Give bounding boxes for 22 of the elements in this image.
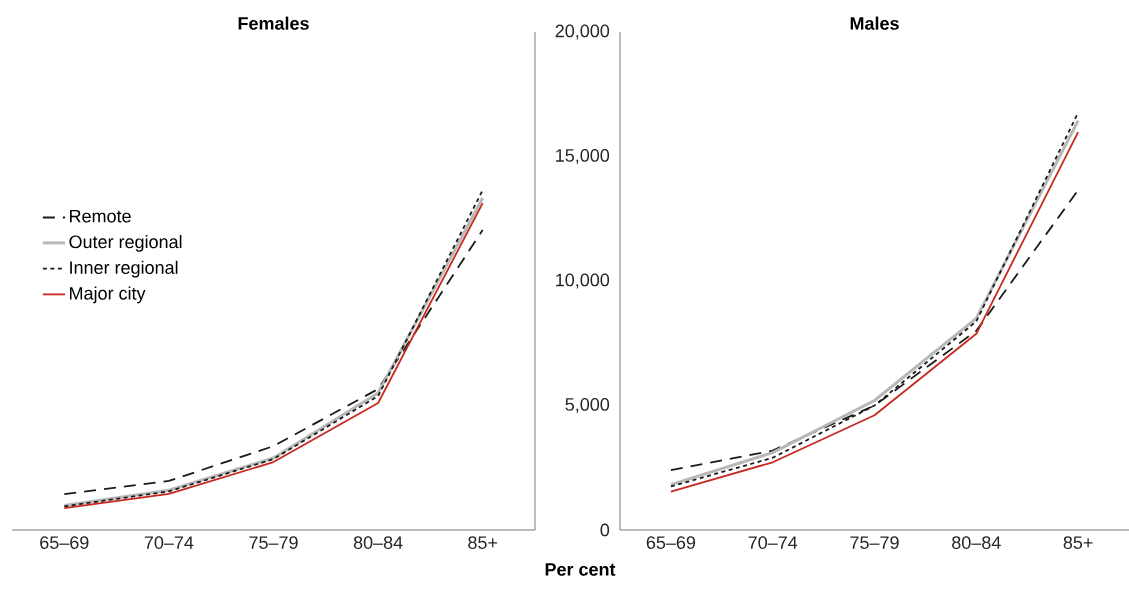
x-tick-label: 65–69 xyxy=(646,536,696,549)
y-tick-label: 20,000 xyxy=(555,24,610,40)
x-tick-label: 85+ xyxy=(468,536,498,549)
chart-title: Males xyxy=(850,16,899,30)
x-tick-label: 65–69 xyxy=(40,536,89,549)
x-tick-label: 70–74 xyxy=(144,536,194,549)
y-tick-label: 10,000 xyxy=(556,273,610,289)
y-tick-label: 15,000 xyxy=(556,149,610,164)
x-tick-label: 80–84 xyxy=(952,536,1001,549)
x-tick-label: 70–74 xyxy=(748,536,798,549)
legend-label: Major city xyxy=(70,286,146,304)
y-tick-label: 5,000 xyxy=(565,398,610,413)
legend-label: Outer regional xyxy=(69,235,182,252)
legend-label: Remote xyxy=(70,209,131,223)
x-tick-label: 80–84 xyxy=(353,536,403,549)
x-tick-label: 75–79 xyxy=(850,536,899,549)
x-tick-label: 85+ xyxy=(1063,536,1093,549)
x-tick-label: 75–79 xyxy=(249,536,298,549)
legend-label: Inner regional xyxy=(70,260,178,278)
x-axis-title: Per cent xyxy=(545,563,616,576)
y-tick-label: 0 xyxy=(600,523,610,537)
chart-title: Females xyxy=(238,16,309,30)
